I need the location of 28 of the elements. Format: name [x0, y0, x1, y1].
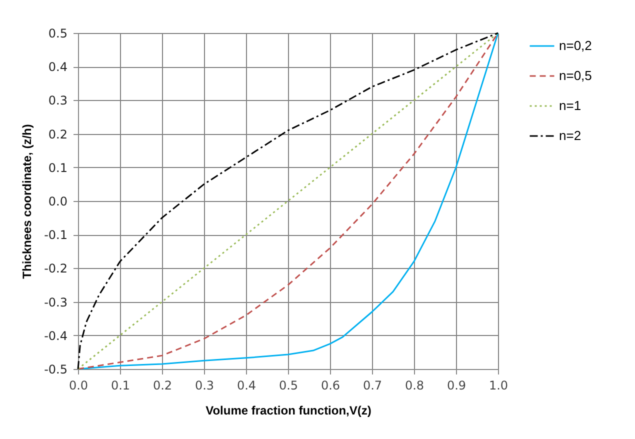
x-tick-label: 0.2	[152, 378, 172, 392]
y-tick-label: -0.4	[44, 328, 68, 343]
y-tick-label: 0.4	[48, 60, 68, 74]
x-tick-label: 0.5	[278, 378, 298, 392]
y-tick-label: 0.0	[48, 194, 68, 208]
x-tick-label: 0.4	[236, 378, 256, 392]
x-tick-label: 0.0	[68, 378, 88, 392]
x-tick-label: 0.7	[362, 378, 382, 392]
y-tick-label: 0.5	[48, 26, 68, 40]
y-tick-label: 0.3	[48, 94, 68, 108]
y-tick-label: 0.1	[48, 160, 68, 175]
y-tick-label: 0.2	[48, 127, 68, 142]
y-tick-label: -0.5	[44, 362, 68, 376]
legend-label: n=0,2	[559, 38, 592, 53]
x-tick-label: 0.1	[110, 378, 130, 392]
x-axis-title: Volume fraction function,V(z)	[206, 404, 372, 418]
x-tick-label: 0.8	[404, 378, 424, 392]
y-axis-title: Thicknees coordinate, (z/h)	[20, 124, 34, 279]
legend-label: n=1	[559, 98, 582, 113]
legend-label: n=0,5	[559, 68, 592, 83]
x-tick-label: 1.0	[488, 378, 508, 392]
y-tick-label: -0.1	[44, 228, 68, 242]
y-tick-label: -0.3	[44, 295, 68, 310]
x-tick-label: 0.9	[446, 378, 466, 392]
y-tick-label: -0.2	[44, 262, 68, 276]
x-tick-label: 0.3	[194, 378, 214, 392]
legend-label: n=2	[559, 128, 582, 143]
x-tick-label: 0.6	[320, 378, 340, 392]
